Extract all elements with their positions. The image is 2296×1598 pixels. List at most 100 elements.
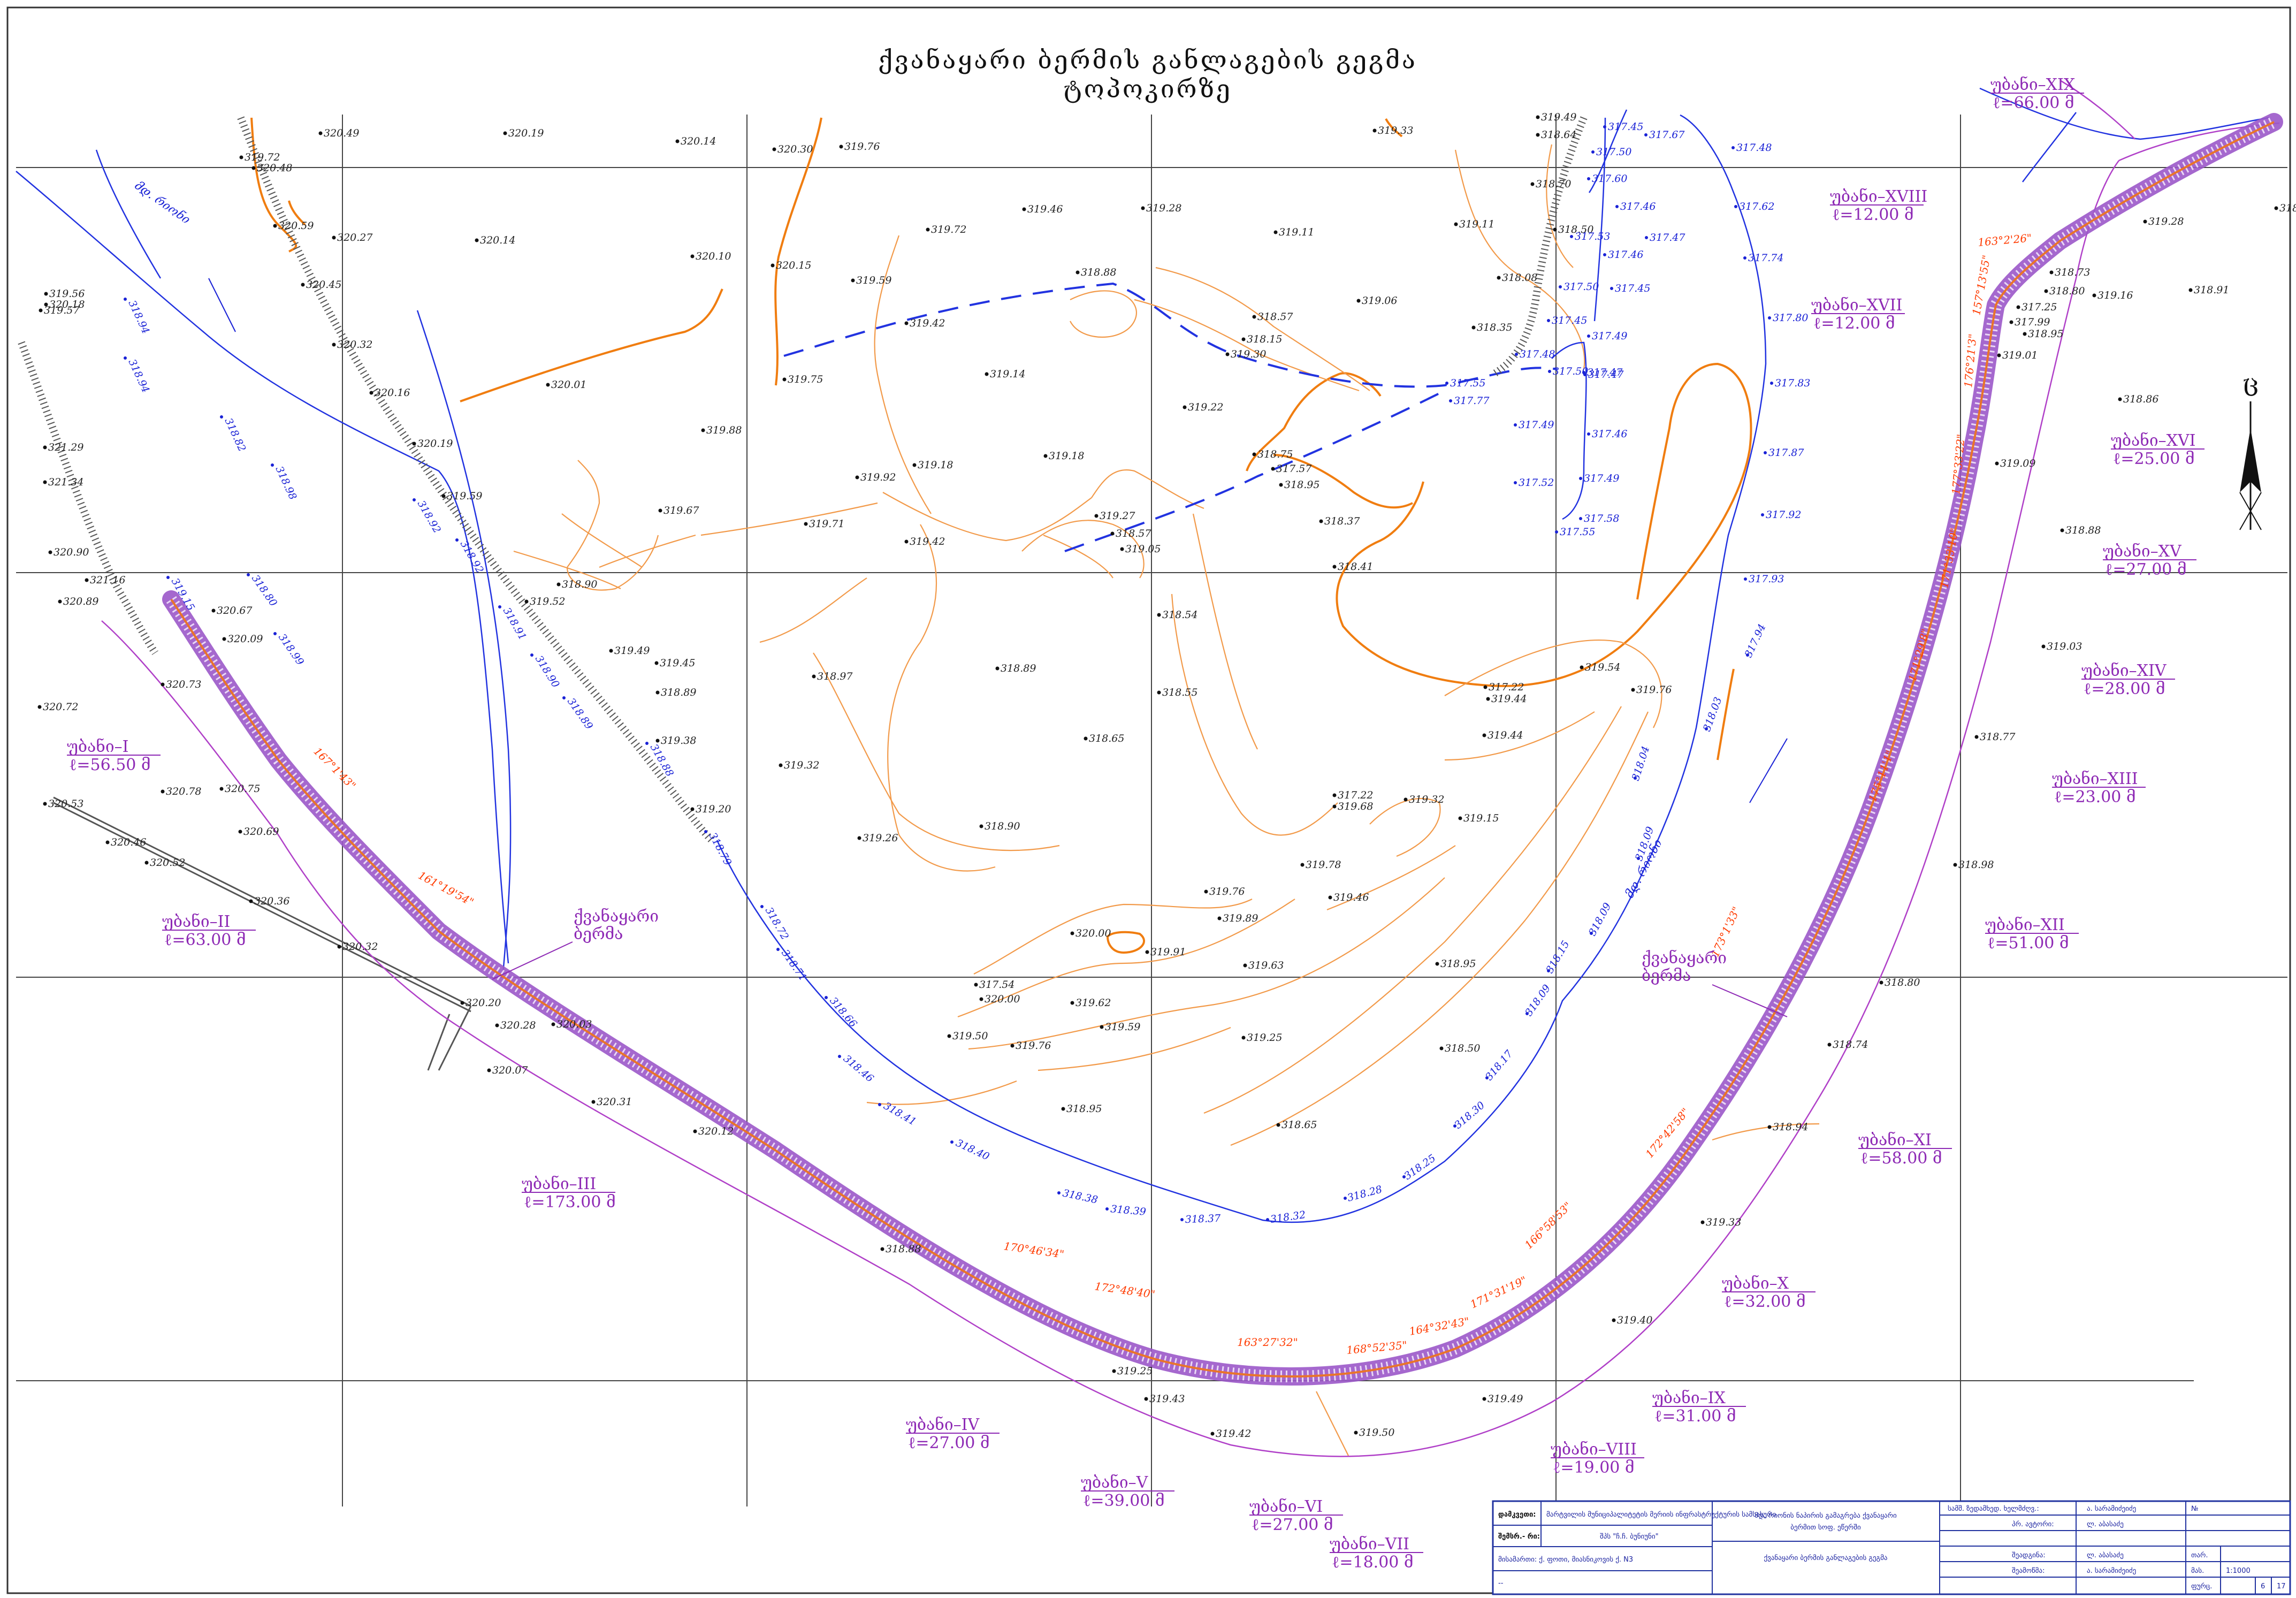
- bank-hatching: [18, 116, 1588, 1071]
- spot-height: 320.75: [219, 783, 260, 795]
- spot-height-value: 318.08: [1502, 272, 1537, 284]
- water-level-value: 317.50: [1563, 281, 1599, 293]
- section-label: უბანი–XVℓ=27.00 მ: [2103, 542, 2196, 579]
- spot-height-dot: [1217, 916, 1222, 920]
- spot-height: 319.22: [1183, 401, 1223, 413]
- spot-height: 318.97: [812, 671, 853, 682]
- water-level-dot: [498, 605, 501, 608]
- spot-height-value: 320.69: [243, 826, 279, 838]
- spot-height: 320.46: [105, 836, 146, 848]
- spot-height-value: 319.59: [856, 275, 891, 286]
- spot-height: 317.99: [2009, 316, 2050, 328]
- spot-height: 318.50: [1553, 224, 1593, 235]
- water-level-dot: [1734, 205, 1737, 208]
- coordinate-grid: [16, 115, 2287, 1506]
- spot-height-value: 319.28: [1146, 202, 1181, 214]
- berm-callout-line1: ქვანაყარი: [574, 907, 659, 926]
- spot-height-value: 317.99: [2015, 316, 2050, 328]
- spot-height: 319.20: [690, 803, 731, 815]
- water-level-dot: [1744, 577, 1747, 581]
- spot-height-dot: [441, 494, 446, 498]
- spot-height: 319.11: [1454, 218, 1494, 230]
- spot-height-dot: [219, 787, 224, 791]
- spot-height-dot: [1300, 863, 1305, 867]
- spot-height-dot: [2009, 320, 2013, 324]
- spot-height-value: 318.75: [1257, 448, 1293, 460]
- water-level-dot: [1449, 399, 1452, 402]
- section-length: ℓ=58.00 მ: [1860, 1149, 1942, 1168]
- spot-height-value: 319.76: [1209, 886, 1245, 897]
- spot-height: 319.33: [1700, 1216, 1741, 1228]
- water-level-dot: [1770, 382, 1773, 385]
- title-block: დამკვეთი: მარტვილის მუნიციპალიტეტის მერი…: [1492, 1500, 2291, 1595]
- spot-height-value: 319.76: [1636, 684, 1672, 696]
- spot-height: 318.95: [1435, 958, 1476, 970]
- section-label: უბანი–IVℓ=27.00 მ: [906, 1416, 1000, 1452]
- spot-height-dot: [1497, 276, 1501, 280]
- spot-height-dot: [85, 578, 89, 582]
- tb-scale-label: მას.: [2191, 1567, 2204, 1575]
- water-level-value: 318.99: [276, 631, 306, 667]
- water-level-value: 318.91: [501, 606, 529, 643]
- spot-height: 319.49: [609, 645, 650, 657]
- spot-height-dot: [39, 308, 43, 313]
- tb-role-2: პრ. ავტორი:: [2012, 1520, 2054, 1528]
- spot-height: 319.54: [1580, 661, 1620, 673]
- spot-height-dot: [1974, 735, 1979, 739]
- water-level-value: 317.74: [1748, 252, 1783, 264]
- spot-height: 319.01: [1997, 349, 2038, 361]
- spot-height-dot: [1332, 804, 1337, 809]
- water-level-dot: [1590, 932, 1593, 935]
- water-level-value: 318.03: [1701, 696, 1724, 733]
- spot-height-dot: [1356, 299, 1361, 303]
- water-level-value: 317.50: [1596, 146, 1631, 158]
- spot-height-value: 318.95: [1066, 1103, 1102, 1115]
- berm-callout-line1: ქვანაყარი: [1642, 949, 1727, 968]
- spot-height: 319.42: [904, 317, 945, 329]
- spot-height: 319.76: [1204, 886, 1245, 897]
- spot-height-value: 320.48: [257, 162, 292, 174]
- spot-height: 319.03: [2041, 641, 2082, 652]
- spot-height: 320.12: [693, 1125, 734, 1137]
- water-level-value: 317.87: [1768, 447, 1804, 459]
- spot-height-value: 319.42: [1216, 1428, 1251, 1440]
- spot-height-value: 319.22: [1188, 401, 1223, 413]
- spot-height-value: 318.77: [1980, 731, 2016, 743]
- spot-height-dot: [1631, 688, 1635, 692]
- spot-height: 320.14: [675, 135, 716, 147]
- spot-height: 319.57: [39, 305, 80, 316]
- spot-height: 318.15: [1241, 333, 1282, 345]
- spot-height-value: 319.42: [910, 536, 945, 547]
- spot-height: 320.45: [301, 279, 341, 291]
- water-level-value: 318.39: [1110, 1203, 1147, 1218]
- spot-height: 320.16: [369, 387, 410, 399]
- spot-height-value: 319.45: [660, 657, 695, 669]
- spot-height-value: 320.15: [776, 260, 811, 271]
- water-level-value: 317.46: [1592, 428, 1627, 440]
- spot-height-dot: [1100, 1025, 1104, 1029]
- spot-height-value: 318.64: [1541, 129, 1576, 141]
- water-level-dot: [1761, 513, 1764, 516]
- section-name: უბანი–XI: [1858, 1131, 1932, 1150]
- water-level-value: 317.47: [1588, 369, 1624, 381]
- spot-height-dot: [1403, 797, 1408, 802]
- water-level-value: 317.45: [1608, 121, 1643, 133]
- water-level-readings: 317.45 317.67 317.50 317.48 317.60 317.46 317.…: [124, 121, 1810, 1226]
- spot-height-value: 319.54: [1585, 661, 1620, 673]
- spot-height: 319.45: [654, 657, 695, 669]
- spot-height-dot: [904, 321, 909, 325]
- water-level-dot: [1453, 1124, 1456, 1128]
- spot-height: 320.32: [337, 941, 378, 953]
- water-level-value: 317.46: [1620, 201, 1656, 212]
- spot-height-value: 319.28: [2148, 216, 2184, 227]
- water-level-value: 318.04: [1630, 745, 1652, 782]
- spot-height: 319.25: [1112, 1365, 1153, 1377]
- water-level-dot: [220, 415, 223, 418]
- section-length: ℓ=25.00 მ: [2113, 450, 2195, 468]
- spot-height-dot: [301, 283, 305, 287]
- spot-height-dot: [1271, 467, 1275, 471]
- tb-address: მისამართი: ქ. ფოთი, მიასნიკოვის ქ. N3: [1498, 1556, 1633, 1564]
- water-level-dot: [455, 538, 459, 542]
